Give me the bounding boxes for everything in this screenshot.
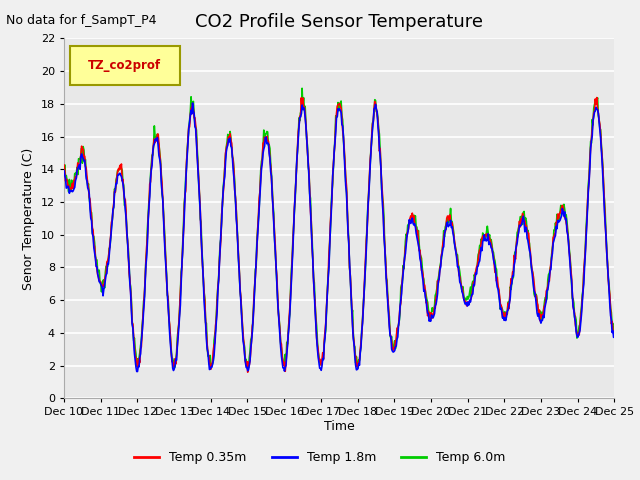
Text: TZ_co2prof: TZ_co2prof [88,59,161,72]
Title: CO2 Profile Sensor Temperature: CO2 Profile Sensor Temperature [195,13,483,31]
Text: No data for f_SampT_P4: No data for f_SampT_P4 [6,14,157,27]
X-axis label: Time: Time [324,420,355,433]
Legend: Temp 0.35m, Temp 1.8m, Temp 6.0m: Temp 0.35m, Temp 1.8m, Temp 6.0m [129,446,511,469]
FancyBboxPatch shape [70,46,180,85]
Y-axis label: Senor Temperature (C): Senor Temperature (C) [22,147,35,289]
